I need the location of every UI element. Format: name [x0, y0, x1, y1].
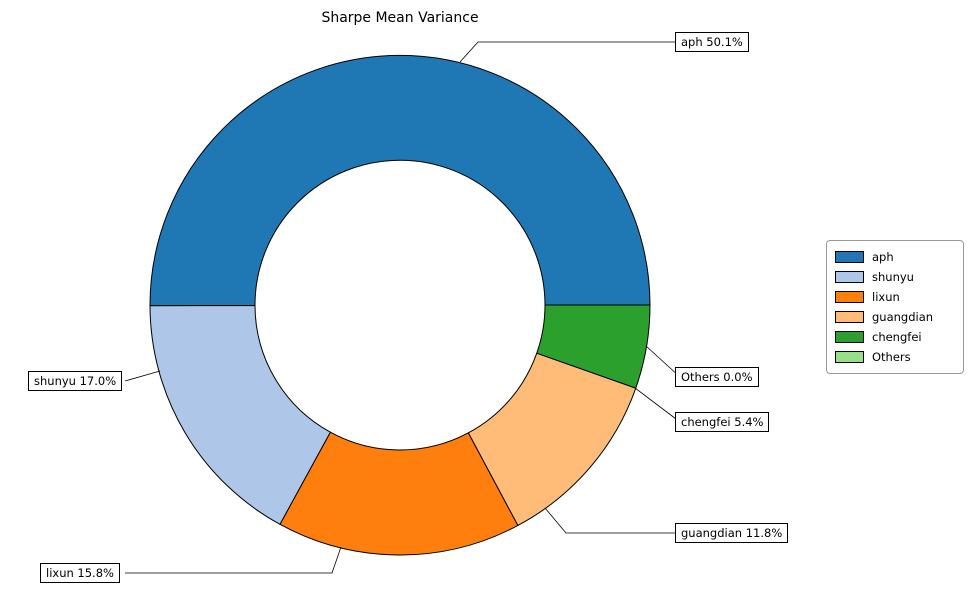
chart-title: Sharpe Mean Variance — [321, 10, 479, 26]
legend-label: shunyu — [872, 270, 914, 284]
legend-swatch-icon — [835, 271, 864, 283]
leader-line-lixun — [125, 546, 342, 574]
legend-swatch-icon — [835, 311, 864, 323]
leader-line-chengfei — [634, 387, 681, 423]
leader-line-Others — [645, 345, 681, 378]
slice-label-lixun: lixun 15.8% — [40, 563, 120, 583]
legend-label: Others — [872, 350, 911, 364]
slice-label-aph: aph 50.1% — [675, 32, 749, 52]
legend-swatch-icon — [835, 251, 864, 263]
leader-line-guangdian — [544, 507, 680, 534]
legend: aph shunyu lixun guangdian chengfei Others — [826, 240, 964, 374]
slice-label-guangdian: guangdian 11.8% — [675, 523, 789, 543]
legend-item-aph: aph — [835, 247, 955, 267]
legend-item-shunyu: shunyu — [835, 267, 955, 287]
legend-label: chengfei — [872, 330, 922, 344]
legend-label: guangdian — [872, 310, 934, 324]
legend-swatch-icon — [835, 331, 864, 343]
legend-label: lixun — [872, 290, 900, 304]
slice-shunyu — [149, 304, 331, 525]
slice-label-shunyu: shunyu 17.0% — [28, 371, 123, 391]
legend-item-chengfei: chengfei — [835, 327, 955, 347]
legend-label: aph — [872, 250, 894, 264]
leader-line-shunyu — [124, 370, 161, 382]
legend-swatch-icon — [835, 291, 864, 303]
slice-chengfei — [536, 304, 651, 389]
slice-label-chengfei: chengfei 5.4% — [675, 412, 770, 432]
legend-swatch-icon — [835, 351, 864, 363]
slice-label-Others: Others 0.0% — [675, 367, 759, 387]
slice-aph — [149, 54, 651, 307]
legend-item-guangdian: guangdian — [835, 307, 955, 327]
legend-item-Others: Others — [835, 347, 955, 367]
leader-line-aph — [459, 41, 680, 63]
legend-item-lixun: lixun — [835, 287, 955, 307]
